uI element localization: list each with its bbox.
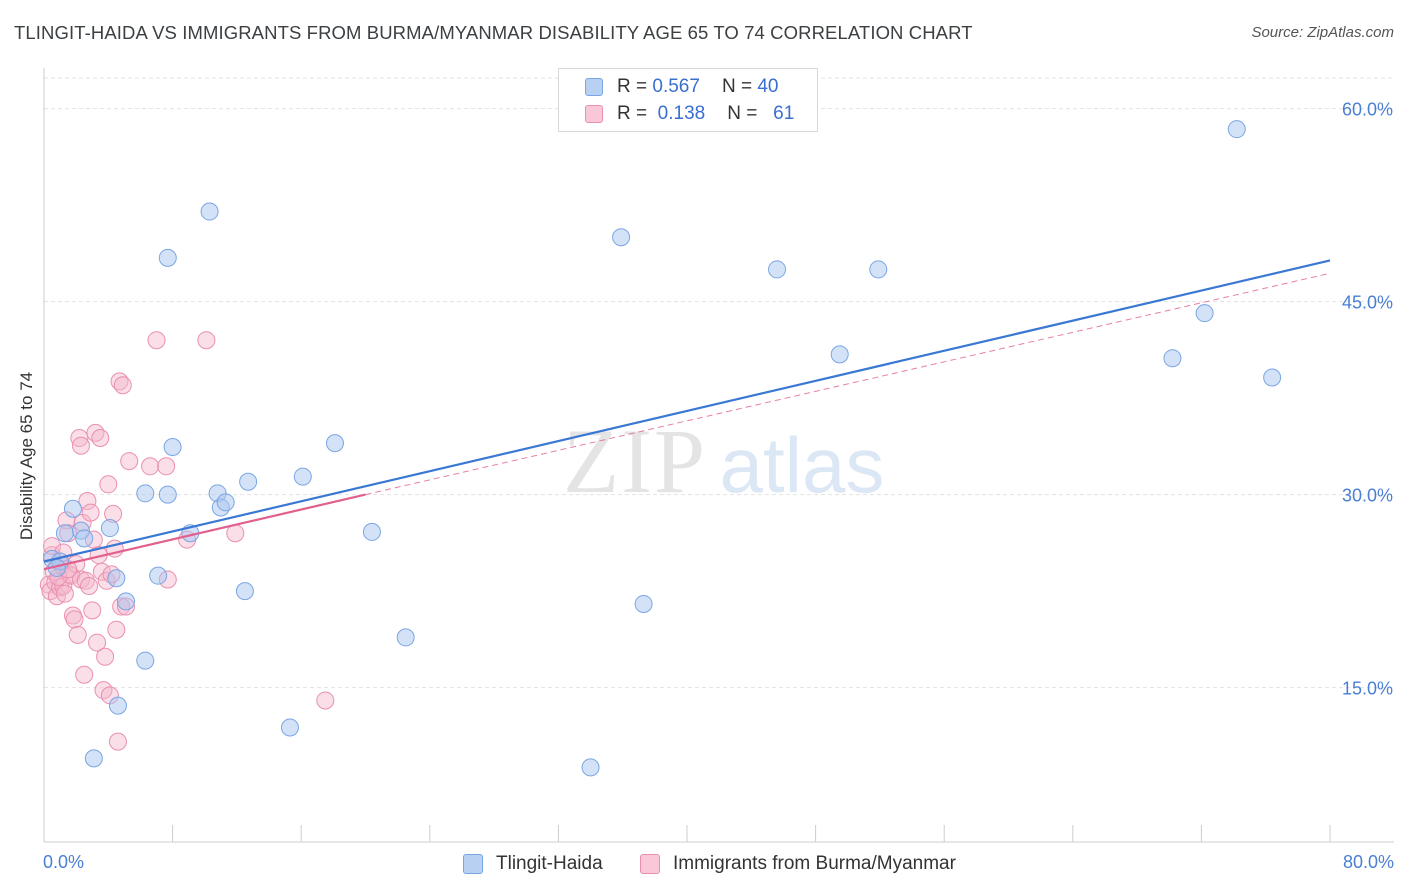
point-tlingit xyxy=(75,529,94,548)
correlation-legend: R = 0.567 N = 40 R = 0.138 N = 61 xyxy=(558,68,818,132)
point-burma xyxy=(70,428,89,447)
x-tick-label-max: 80.0% xyxy=(1342,852,1394,872)
point-burma xyxy=(157,457,176,476)
trend-line-burma xyxy=(43,493,366,571)
point-tlingit xyxy=(396,628,415,647)
point-burma xyxy=(71,436,90,455)
legend-n-value: 61 xyxy=(773,103,795,124)
legend-item-tlingit[interactable]: Tlingit-Haida xyxy=(463,850,603,878)
point-tlingit xyxy=(84,749,103,768)
chart-source: Source: ZipAtlas.com xyxy=(1251,24,1394,41)
legend-r-value: 0.138 xyxy=(657,103,706,124)
series-legend: Tlingit-Haida Immigrants from Burma/Myan… xyxy=(0,850,1406,878)
point-tlingit xyxy=(1163,349,1182,368)
point-tlingit xyxy=(235,582,254,601)
point-burma xyxy=(68,625,87,644)
point-burma xyxy=(197,331,216,350)
legend-item-label: Immigrants from Burma/Myanmar xyxy=(673,853,956,874)
point-burma xyxy=(65,610,84,629)
point-burma xyxy=(75,665,94,684)
point-burma xyxy=(55,584,74,603)
y-tick-label: 15.0% xyxy=(1342,679,1393,699)
point-tlingit xyxy=(1195,304,1214,323)
point-burma xyxy=(120,452,139,471)
point-tlingit xyxy=(1263,368,1282,387)
legend-r-value: 0.567 xyxy=(652,76,700,97)
y-tick-labels: 15.0% 30.0% 45.0% 60.0% xyxy=(1342,100,1393,699)
point-tlingit xyxy=(100,519,119,538)
legend-r-label: R = xyxy=(617,103,648,124)
y-tick-label: 45.0% xyxy=(1342,293,1393,313)
point-tlingit xyxy=(200,202,219,221)
point-tlingit xyxy=(216,493,235,512)
legend-n-value: 40 xyxy=(757,76,779,97)
legend-item-label: Tlingit-Haida xyxy=(496,853,603,874)
point-tlingit xyxy=(634,594,653,613)
watermark: ZIP atlas xyxy=(563,410,884,512)
point-tlingit xyxy=(158,248,177,267)
trend-lines xyxy=(43,259,1331,571)
point-burma xyxy=(91,428,110,447)
point-burma xyxy=(147,331,166,350)
point-tlingit xyxy=(163,437,182,456)
x-tick-label-min: 0.0% xyxy=(43,852,85,872)
point-burma xyxy=(99,475,118,494)
legend-swatch-blue xyxy=(463,854,483,874)
legend-n-label: N = xyxy=(727,103,758,124)
y-axis-label: Disability Age 65 to 74 xyxy=(17,372,36,540)
point-tlingit xyxy=(869,260,888,279)
point-burma xyxy=(88,633,107,652)
point-burma xyxy=(113,376,132,395)
point-burma xyxy=(81,503,100,522)
point-tlingit xyxy=(581,758,600,777)
axes xyxy=(43,68,1394,843)
y-tick-label: 30.0% xyxy=(1342,486,1393,506)
point-tlingit xyxy=(768,260,787,279)
point-tlingit xyxy=(830,345,849,364)
trend-line-tlingit xyxy=(43,259,1331,563)
legend-r-label: R = xyxy=(617,76,648,97)
point-tlingit xyxy=(362,522,381,541)
point-burma xyxy=(316,691,335,710)
legend-row-burma: R = 0.138 N = 61 xyxy=(585,101,794,127)
point-tlingit xyxy=(107,569,126,588)
point-tlingit xyxy=(116,592,135,611)
point-tlingit xyxy=(108,696,127,715)
point-tlingit xyxy=(1227,120,1246,139)
point-tlingit xyxy=(136,484,155,503)
series-tlingit-points xyxy=(43,120,1282,777)
legend-row-tlingit: R = 0.567 N = 40 xyxy=(585,74,778,100)
point-burma xyxy=(108,732,127,751)
chart-title: TLINGIT-HAIDA VS IMMIGRANTS FROM BURMA/M… xyxy=(14,22,973,43)
point-tlingit xyxy=(239,472,258,491)
trend-line-burma-extended xyxy=(365,272,1331,496)
point-tlingit xyxy=(63,499,82,518)
legend-swatch-pink xyxy=(640,854,660,874)
point-burma xyxy=(107,620,126,639)
point-burma xyxy=(76,571,95,590)
point-tlingit xyxy=(55,524,74,543)
watermark-atlas: atlas xyxy=(720,421,885,509)
point-burma xyxy=(86,423,105,442)
point-tlingit xyxy=(136,651,155,670)
point-tlingit xyxy=(149,566,168,585)
legend-item-burma[interactable]: Immigrants from Burma/Myanmar xyxy=(640,850,956,878)
point-burma xyxy=(80,576,99,595)
point-tlingit xyxy=(325,434,344,453)
point-burma xyxy=(83,601,102,620)
legend-swatch-blue xyxy=(585,78,603,96)
watermark-zip: ZIP xyxy=(563,410,707,512)
point-tlingit xyxy=(293,467,312,486)
legend-n-label: N = xyxy=(721,76,753,97)
point-burma xyxy=(96,647,115,666)
point-tlingit xyxy=(280,718,299,737)
point-tlingit xyxy=(612,228,631,247)
point-tlingit xyxy=(158,485,177,504)
y-tick-label: 60.0% xyxy=(1342,100,1393,120)
point-burma xyxy=(78,492,97,511)
point-burma xyxy=(141,457,160,476)
legend-swatch-pink xyxy=(585,105,603,123)
